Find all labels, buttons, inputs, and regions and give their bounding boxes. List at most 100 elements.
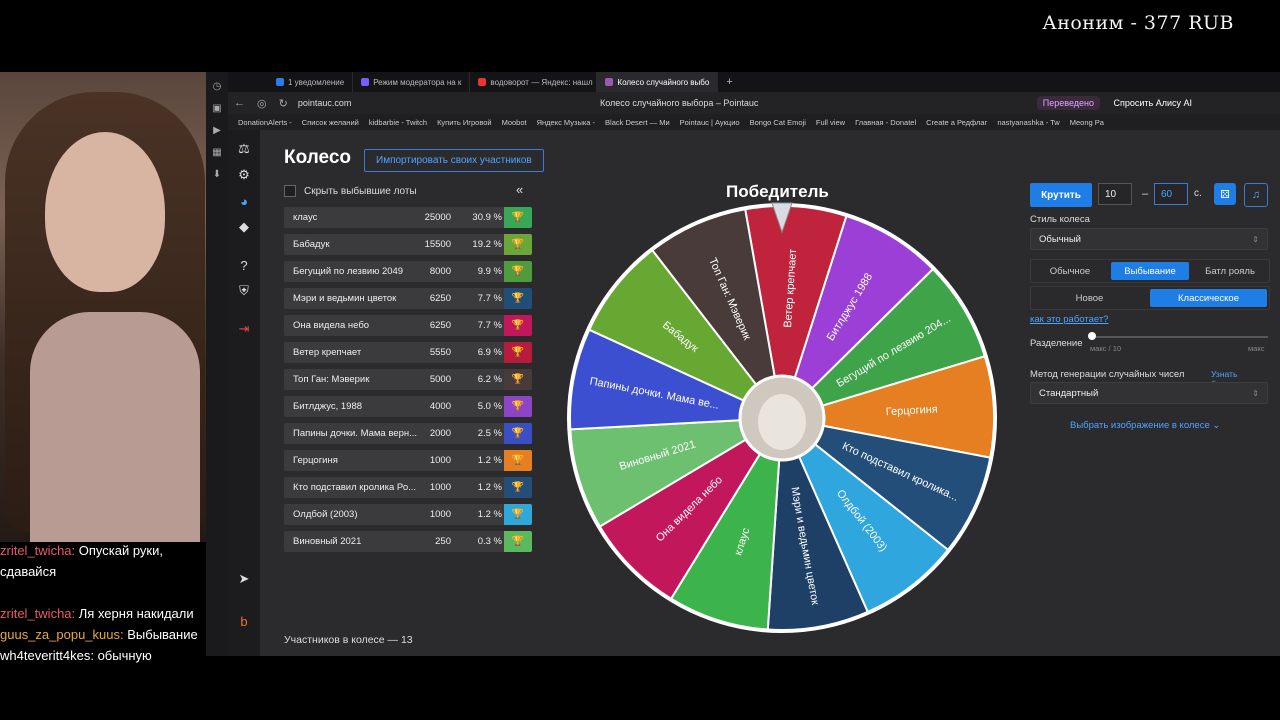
lot-row[interactable]: Виновный 2021 250 0.3 % 🏆	[284, 531, 532, 552]
back-icon[interactable]: ←	[234, 97, 245, 109]
shield-icon[interactable]: ◎	[257, 97, 267, 110]
mode-elimination[interactable]: Выбывание	[1111, 262, 1189, 280]
new-tab-button[interactable]: +	[726, 76, 733, 88]
wheel-icon[interactable]: ◕	[240, 193, 248, 209]
lot-row[interactable]: Она видела небо 6250 7.7 % 🏆	[284, 315, 532, 336]
spin-button[interactable]: Крутить	[1030, 183, 1092, 207]
bookmark[interactable]: Meong Pa	[1069, 117, 1104, 127]
lot-amount: 250	[435, 536, 451, 547]
downloads-icon[interactable]: ⬇	[212, 169, 222, 180]
trophy-icon[interactable]: 🏆	[504, 315, 532, 336]
lot-row[interactable]: Бабадук 15500 19.2 % 🏆	[284, 234, 532, 255]
lot-row[interactable]: Кто подставил кролика Ро... 1000 1.2 % 🏆	[284, 477, 532, 498]
trophy-icon[interactable]: 🏆	[504, 207, 532, 228]
bookmark[interactable]: Список желаний	[301, 117, 359, 127]
how-it-works-link[interactable]: как это работает?	[1030, 314, 1109, 325]
alice-button[interactable]: Спросить Алису AI	[1113, 98, 1192, 108]
lot-percent: 7.7 %	[477, 293, 502, 304]
layers-icon[interactable]: ◆	[239, 219, 249, 234]
trophy-icon[interactable]: 🏆	[504, 234, 532, 255]
bookmark[interactable]: Full view	[815, 117, 846, 127]
bookmark[interactable]: Яндекс Музыка -	[536, 117, 596, 127]
bookmark[interactable]: Create a Редфлаг	[926, 117, 988, 127]
trophy-icon[interactable]: 🏆	[504, 423, 532, 444]
lot-row[interactable]: Топ Ган: Мэверик 5000 6.2 % 🏆	[284, 369, 532, 390]
trophy-icon[interactable]: 🏆	[504, 504, 532, 525]
trophy-icon[interactable]: 🏆	[504, 261, 532, 282]
bookmark[interactable]: Купить Игровой	[437, 117, 492, 127]
lot-percent: 7.7 %	[477, 320, 502, 331]
address-bar: ← ◎ ↻ pointauc.com Колесо случайного выб…	[228, 92, 1280, 114]
calendar-icon[interactable]: ▦	[212, 147, 222, 158]
tab-moderator[interactable]: Режим модератора на к	[353, 72, 471, 92]
min-duration-input[interactable]: 10	[1098, 183, 1132, 205]
lot-row[interactable]: клаус 25000 30.9 % 🏆	[284, 207, 532, 228]
reload-icon[interactable]: ↻	[278, 97, 288, 110]
lot-name: Бабадук	[293, 239, 330, 250]
hide-eliminated-checkbox[interactable]	[284, 185, 296, 197]
telegram-icon[interactable]: ➤	[238, 571, 250, 586]
bookmark[interactable]: Pointauc | Аукцио	[679, 117, 740, 127]
help-icon[interactable]: ?	[240, 257, 248, 273]
choose-image-link[interactable]: Выбрать изображение в колесе ⌄	[1070, 420, 1221, 431]
split-slider[interactable]	[1088, 332, 1268, 340]
wheel-segment	[569, 328, 783, 431]
play-icon[interactable]: ▶	[213, 125, 221, 136]
tab-notifications[interactable]: 1 уведомление	[268, 72, 354, 92]
trophy-icon[interactable]: 🏆	[504, 396, 532, 417]
bookmark[interactable]: kidbarbie - Twitch	[368, 117, 428, 127]
bookmark[interactable]: DonationAlerts -	[238, 117, 292, 127]
lot-row[interactable]: Папины дочки. Мама верн... 2000 2.5 % 🏆	[284, 423, 532, 444]
trophy-icon[interactable]: 🏆	[504, 477, 532, 498]
rng-select[interactable]: Стандартный ⇕	[1030, 382, 1268, 404]
bookmark[interactable]: Bongo Cat Emoji	[749, 117, 806, 127]
lot-row[interactable]: Бегущий по лезвию 2049 8000 9.9 % 🏆	[284, 261, 532, 282]
logout-icon[interactable]: ⇥	[238, 321, 250, 336]
boosty-icon[interactable]: b	[240, 613, 248, 629]
browser-window: ◷ ▣ ▶ ▦ ⬇ 1 уведомление Режим модератора…	[206, 72, 1280, 656]
split-min-label: макс / 10	[1090, 344, 1122, 353]
collapse-icon[interactable]: «	[516, 182, 524, 197]
history-icon[interactable]: ◷	[212, 81, 222, 92]
trophy-icon[interactable]: 🏆	[504, 288, 532, 309]
slider-thumb[interactable]	[1088, 332, 1096, 340]
gear-icon[interactable]: ⚙	[238, 167, 250, 182]
lot-row[interactable]: Олдбой (2003) 1000 1.2 % 🏆	[284, 504, 532, 525]
lot-amount: 1000	[429, 509, 451, 520]
bookmark[interactable]: Главная - Donatel	[855, 117, 917, 127]
wheel-style-select[interactable]: Обычный ⇕	[1030, 228, 1268, 250]
lot-name: Папины дочки. Мама верн...	[293, 428, 418, 439]
lot-name: Кто подставил кролика Ро...	[293, 482, 417, 493]
bookmark[interactable]: Moobot	[501, 117, 527, 127]
variant-classic[interactable]: Классическое	[1150, 289, 1267, 307]
shield-check-icon[interactable]: ⛨	[239, 283, 249, 298]
dice-icon[interactable]: ⚄	[1214, 183, 1236, 205]
lot-row[interactable]: Битлджус, 1988 4000 5.0 % 🏆	[284, 396, 532, 417]
translated-badge[interactable]: Переведено	[1036, 96, 1100, 110]
trophy-icon[interactable]: 🏆	[504, 369, 532, 390]
variant-new[interactable]: Новое	[1075, 292, 1104, 304]
bookmark[interactable]: Black Desert — Ми	[605, 117, 670, 127]
lot-row[interactable]: Мэри и ведьмин цветок 6250 7.7 % 🏆	[284, 288, 532, 309]
lot-percent: 5.0 %	[477, 401, 502, 412]
trophy-icon[interactable]: 🏆	[504, 450, 532, 471]
chat-message: guus_za_popu_kuus: Выбывание	[0, 627, 198, 642]
trophy-icon[interactable]: 🏆	[504, 342, 532, 363]
lot-row[interactable]: Ветер крепчает 5550 6.9 % 🏆	[284, 342, 532, 363]
mode-battle-royale[interactable]: Батл рояль	[1205, 265, 1255, 277]
mode-normal[interactable]: Обычное	[1049, 265, 1091, 277]
max-duration-input[interactable]: 60	[1154, 183, 1188, 205]
trophy-icon[interactable]: 🏆	[504, 531, 532, 552]
lot-row[interactable]: Герцогиня 1000 1.2 % 🏆	[284, 450, 532, 471]
wheel-segment	[781, 214, 935, 419]
import-participants-button[interactable]: Импортировать своих участников	[364, 149, 544, 172]
tab-wheel[interactable]: Колесо случайного выбо	[597, 72, 719, 92]
tab-yandex[interactable]: водоворот — Яндекс: нашл	[470, 72, 598, 92]
collections-icon[interactable]: ▣	[212, 103, 222, 114]
lot-name: Она видела небо	[293, 320, 370, 331]
gavel-icon[interactable]: ⚖	[238, 141, 250, 156]
music-icon[interactable]: ♫	[1244, 183, 1268, 207]
url-field[interactable]: pointauc.com	[297, 98, 352, 108]
bookmark[interactable]: nastyanashka - Tw	[997, 117, 1060, 127]
